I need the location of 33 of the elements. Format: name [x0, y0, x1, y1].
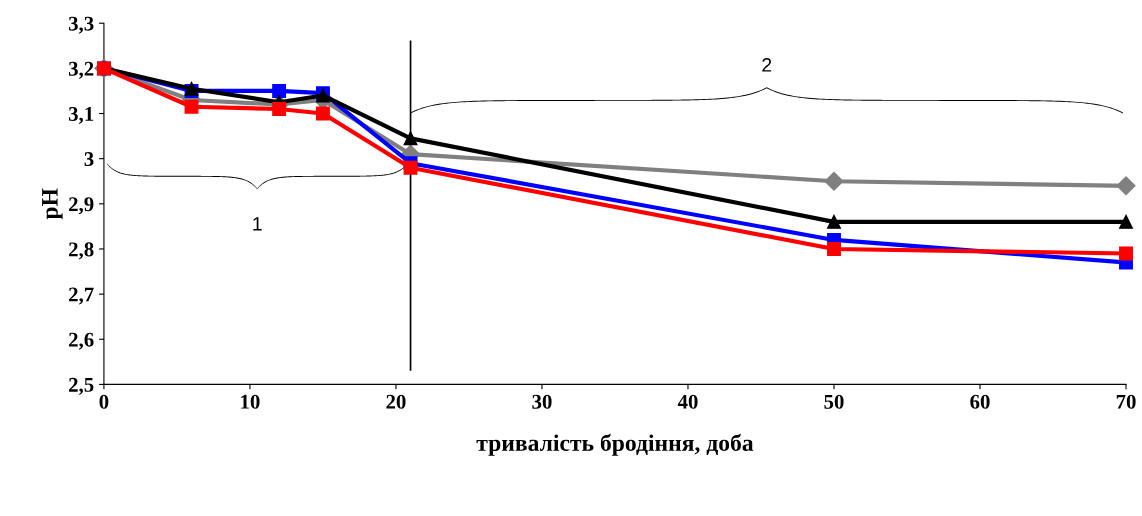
x-tick-label: 0 — [99, 394, 109, 409]
point — [1119, 246, 1133, 261]
point — [824, 171, 844, 191]
y-tick-label: 3 — [84, 152, 94, 167]
x-axis-title: тривалість бродіння, доба — [476, 433, 754, 456]
y-tick-label: 2,9 — [69, 197, 94, 215]
x-tick-label: 40 — [677, 394, 698, 409]
y-tick-label: 2,5 — [69, 377, 94, 395]
x-tick-label: 10 — [241, 394, 260, 409]
x-tick-label: 50 — [824, 394, 844, 409]
point — [403, 160, 418, 175]
point — [1116, 176, 1136, 196]
point — [315, 106, 330, 121]
point — [1119, 214, 1133, 229]
y-tick-label: 2,8 — [69, 242, 94, 260]
y-tick-label: 3,3 — [68, 16, 94, 34]
point — [827, 214, 841, 229]
y-tick-label: 2,6 — [69, 332, 94, 350]
x-tick-label: 70 — [1116, 394, 1136, 409]
x-tick-label: 60 — [970, 394, 990, 409]
x-tick-label: 30 — [532, 394, 552, 409]
point — [272, 102, 287, 116]
point — [184, 99, 199, 114]
y-axis-title: pH — [42, 188, 63, 220]
annotation: 2 — [762, 58, 772, 72]
y-tick-label: 3,1 — [68, 106, 94, 124]
point — [827, 242, 841, 256]
y-tick-label: 3,2 — [68, 61, 94, 79]
point — [403, 131, 418, 146]
point — [272, 84, 287, 98]
y-tick-label: 2,7 — [69, 287, 94, 305]
x-tick-label: 20 — [386, 394, 406, 409]
annotation: 1 — [253, 217, 262, 231]
